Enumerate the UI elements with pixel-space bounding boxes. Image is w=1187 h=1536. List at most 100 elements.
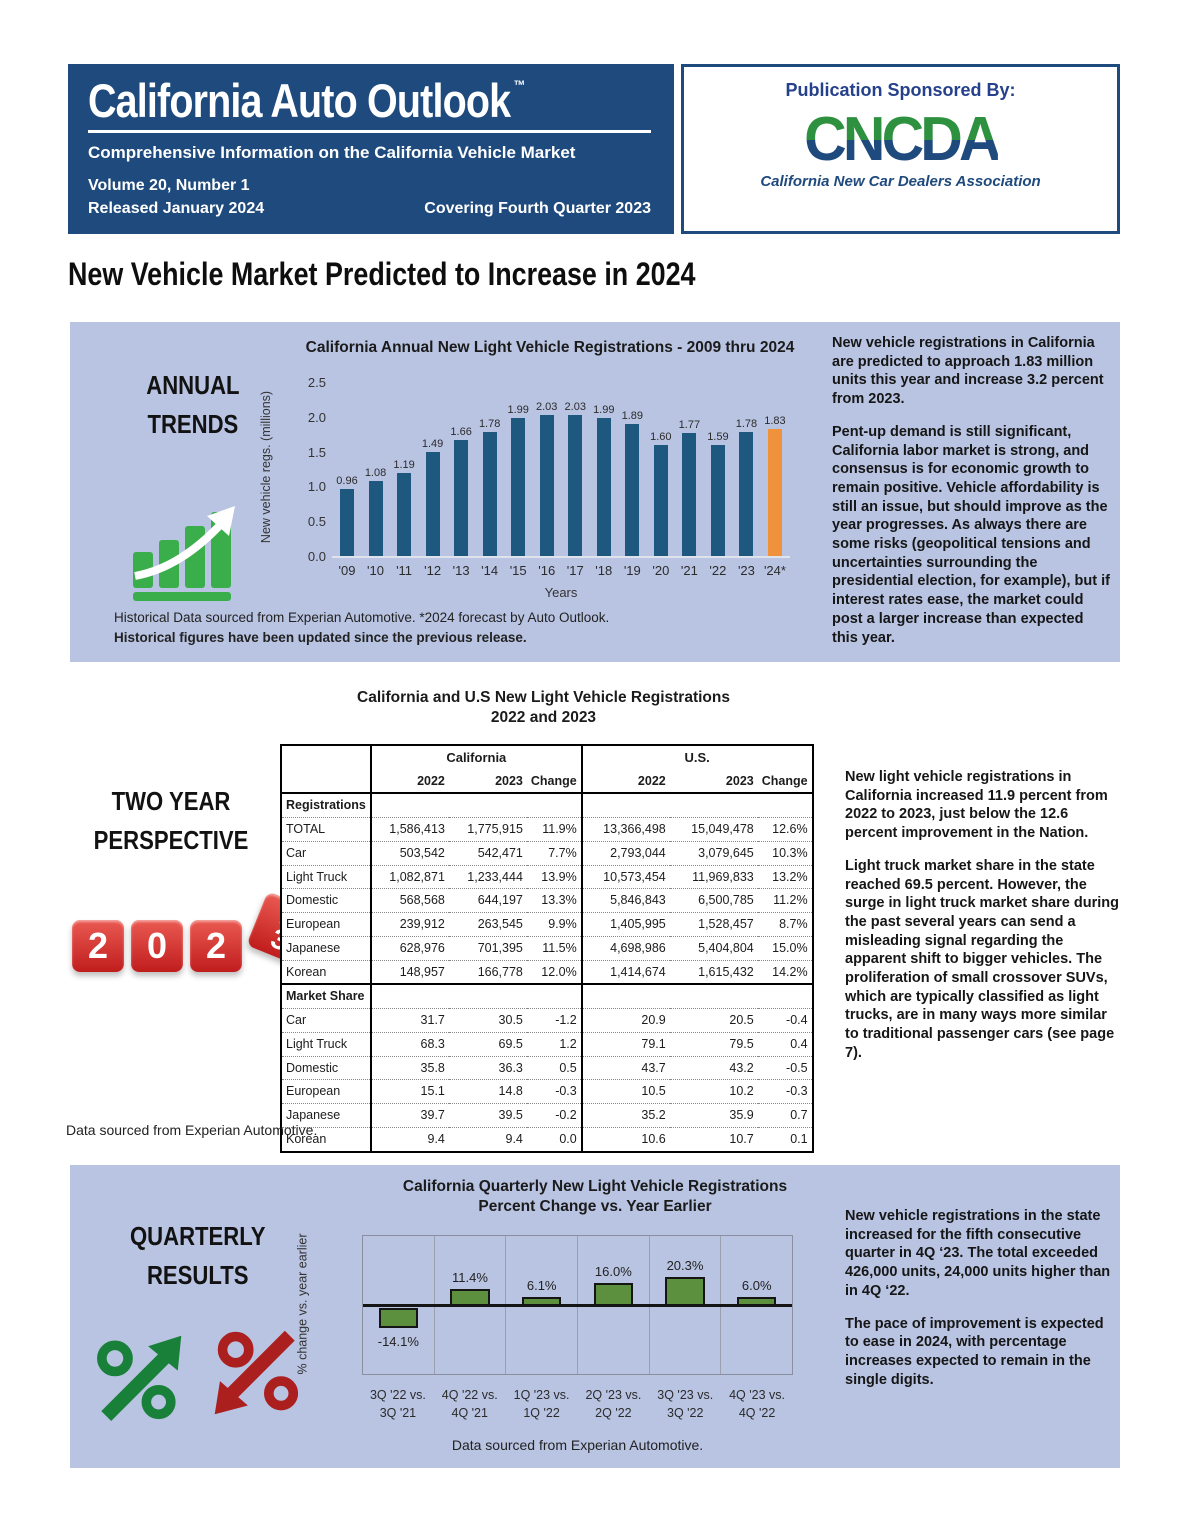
table-source-note: Data sourced from Experian Automotive.	[66, 1122, 318, 1138]
cell-value: 3,079,645	[669, 840, 758, 865]
row-label: Japanese	[281, 935, 372, 960]
annual-x-tick: '23	[737, 563, 755, 578]
quarterly-x-tick: 3Q '23 vs. 3Q '22	[657, 1388, 714, 1420]
commentary-paragraph: New vehicle registrations in the state i…	[845, 1208, 1111, 1299]
annual-bar	[340, 489, 354, 556]
cell-value: 701,395	[448, 935, 527, 960]
cell-value: 79.5	[669, 1031, 758, 1056]
quarterly-column: 6.0%	[721, 1236, 792, 1374]
us-group-header: U.S.	[684, 750, 710, 765]
quarterly-y-axis-label: % change vs. year earlier	[295, 1233, 310, 1375]
section-name: Registrations	[281, 792, 372, 818]
annual-bar	[710, 445, 725, 556]
cell-value: 10.7	[669, 1126, 758, 1152]
annual-bar-group: 2.03	[534, 401, 560, 556]
cell-value: 1,414,674	[581, 959, 670, 985]
cell-value: 10,573,454	[581, 864, 670, 889]
cncda-caption: California New Car Dealers Association	[760, 173, 1041, 190]
cell-value: 503,542	[370, 840, 449, 865]
annual-chart-title: California Annual New Light Vehicle Regi…	[305, 339, 795, 356]
cell-value: 0.4	[757, 1031, 813, 1056]
annual-x-tick: '14	[481, 563, 499, 578]
annual-plot: 0.96 1.08 1.19 1.49 1.66 1.78 1.99 2.03 2.03 1.99…	[308, 375, 790, 564]
annual-source-line2: Historical figures have been updated sin…	[114, 629, 527, 645]
annual-bar-value: 1.19	[393, 459, 415, 472]
cell-value: 5,846,843	[581, 888, 670, 913]
cell-value: 0.5	[526, 1055, 583, 1080]
annual-bar-group: 1.59	[705, 431, 731, 556]
cell-value: 239,912	[370, 912, 449, 937]
cell-value: 2,793,044	[581, 840, 670, 865]
cell-value: 1,775,915	[448, 817, 527, 842]
annual-x-tick: '18	[595, 563, 613, 578]
release-date: Released January 2024	[88, 200, 265, 218]
annual-y-axis-label: New vehicle regs. (millions)	[259, 390, 274, 544]
commentary-paragraph: Light truck market share in the state re…	[845, 857, 1119, 1061]
cell-value: 13,366,498	[581, 817, 670, 842]
annual-bar	[596, 417, 611, 556]
table-row: Light Truck 68.3 69.5 1.2 79.1 79.5 0.4	[281, 1031, 813, 1056]
cell-value: 568,568	[370, 888, 449, 913]
section-name: Market Share	[281, 983, 372, 1009]
quarterly-x-tick: 2Q '23 vs. 2Q '22	[585, 1388, 642, 1420]
quarterly-x-tick: 4Q '22 vs. 4Q '21	[441, 1388, 498, 1420]
annual-bar-value: 1.59	[707, 431, 729, 444]
annual-x-tick: '21	[680, 563, 698, 578]
annual-bar	[454, 440, 469, 556]
annual-bar-group: 1.66	[448, 426, 474, 556]
annual-bar-value: 0.96	[336, 475, 358, 488]
row-label: Korean	[281, 1126, 372, 1152]
quarterly-bar-value: 20.3%	[666, 1257, 704, 1273]
cell-value: 4,698,986	[581, 935, 670, 960]
quarterly-x-tick: 4Q '23 vs. 4Q '22	[729, 1388, 785, 1420]
coverage-period: Covering Fourth Quarter 2023	[424, 200, 651, 218]
annual-bar-group: 1.08	[363, 467, 389, 556]
cell-value: 0.0	[526, 1126, 583, 1152]
cell-value: 39.7	[370, 1103, 449, 1128]
cell-value: -0.3	[757, 1079, 813, 1104]
cell-value: 7.7%	[526, 840, 583, 865]
annual-bar-value: 1.78	[735, 418, 758, 431]
cell-value: 10.6	[581, 1126, 670, 1152]
annual-bar	[425, 452, 440, 556]
annual-bar-group: 1.77	[676, 419, 702, 556]
cell-value: 1,586,413	[370, 817, 449, 842]
quarterly-bar	[593, 1282, 634, 1306]
sponsor-label: Publication Sponsored By:	[785, 80, 1016, 100]
trademark-symbol: ™	[513, 77, 526, 93]
die-digit: 0	[131, 920, 183, 972]
cell-value: 14.2%	[757, 959, 813, 985]
annual-bar	[568, 414, 583, 556]
dice-2023-graphic: 2 0 2 2 3	[72, 891, 322, 972]
table-row: Domestic 35.8 36.3 0.5 43.7 43.2 -0.5	[281, 1055, 813, 1080]
cell-value: -0.2	[526, 1103, 583, 1128]
column-header: 2023	[669, 769, 758, 795]
annual-bar-value: 1.89	[621, 410, 644, 423]
annual-y-tick: 0.0	[307, 549, 326, 564]
annual-bar	[482, 432, 497, 556]
cell-value: 644,197	[448, 888, 527, 913]
cell-value: 12.0%	[526, 959, 583, 985]
cell-value: 1,082,871	[370, 864, 449, 889]
row-label: Japanese	[281, 1103, 372, 1128]
table-section-row: Market Share	[281, 983, 813, 1009]
cell-value: 43.2	[669, 1055, 758, 1080]
percent-icons	[94, 1327, 302, 1423]
page-header: California Auto Outlook ™ Comprehensive I…	[68, 64, 1120, 234]
cell-value: 10.5	[581, 1079, 670, 1104]
bar-chart-growth-icon	[133, 506, 235, 601]
annual-x-tick: '13	[452, 563, 470, 578]
annual-x-tick: '10	[367, 563, 384, 578]
cell-value: 13.9%	[526, 864, 583, 889]
cell-value: 542,471	[448, 840, 527, 865]
cell-value: 15.0%	[757, 935, 813, 960]
table-row: TOTAL 1,586,413 1,775,915 11.9% 13,366,498 15…	[281, 817, 813, 842]
annual-bar-value: 1.60	[650, 430, 672, 443]
annual-bar-group: 1.78	[477, 418, 503, 556]
cell-value: 628,976	[370, 935, 449, 960]
quarterly-bar-value: 16.0%	[594, 1263, 632, 1279]
two-year-table-wrap: California U.S. 2022 2023 Change 2022 2023 Chan…	[280, 744, 814, 1153]
annual-x-tick: '12	[424, 563, 442, 578]
annual-bar-value: 1.66	[450, 426, 472, 439]
column-header: 2023	[448, 769, 527, 795]
